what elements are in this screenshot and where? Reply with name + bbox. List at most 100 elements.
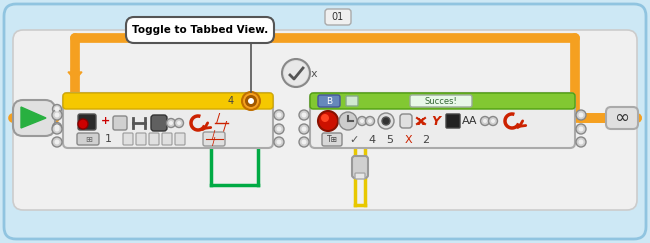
Circle shape xyxy=(52,137,62,147)
Circle shape xyxy=(55,124,60,130)
FancyBboxPatch shape xyxy=(352,156,368,178)
FancyBboxPatch shape xyxy=(175,133,185,145)
Circle shape xyxy=(177,121,181,125)
Text: x: x xyxy=(417,114,425,128)
Polygon shape xyxy=(21,107,46,128)
FancyBboxPatch shape xyxy=(310,93,575,109)
Circle shape xyxy=(321,114,329,122)
Circle shape xyxy=(276,127,281,131)
Text: x: x xyxy=(311,69,317,79)
Circle shape xyxy=(299,137,309,147)
Text: 1: 1 xyxy=(105,134,112,144)
Text: /: / xyxy=(223,120,227,132)
Text: /: / xyxy=(213,137,216,147)
Circle shape xyxy=(78,119,88,129)
Circle shape xyxy=(52,110,62,120)
Circle shape xyxy=(378,113,394,129)
FancyBboxPatch shape xyxy=(410,95,472,107)
Circle shape xyxy=(169,121,173,125)
Text: Y: Y xyxy=(432,114,441,128)
Text: ∞: ∞ xyxy=(614,109,629,127)
Circle shape xyxy=(339,112,357,130)
Circle shape xyxy=(302,127,307,131)
Circle shape xyxy=(299,124,309,134)
FancyBboxPatch shape xyxy=(162,133,172,145)
Circle shape xyxy=(299,110,309,120)
FancyBboxPatch shape xyxy=(606,107,638,129)
FancyBboxPatch shape xyxy=(149,133,159,145)
Text: Succes!: Succes! xyxy=(424,96,458,105)
Circle shape xyxy=(55,106,60,112)
Text: ✓: ✓ xyxy=(349,135,359,145)
FancyBboxPatch shape xyxy=(310,93,575,148)
Circle shape xyxy=(282,59,310,87)
Circle shape xyxy=(368,119,372,123)
Circle shape xyxy=(166,119,176,128)
FancyBboxPatch shape xyxy=(355,173,365,179)
FancyBboxPatch shape xyxy=(4,4,646,239)
Circle shape xyxy=(489,116,497,125)
Circle shape xyxy=(276,139,281,145)
Text: ⊞: ⊞ xyxy=(86,134,92,144)
Text: 4: 4 xyxy=(369,135,376,145)
Text: X: X xyxy=(404,135,412,145)
FancyBboxPatch shape xyxy=(123,133,133,145)
FancyBboxPatch shape xyxy=(325,9,351,25)
FancyBboxPatch shape xyxy=(77,133,99,145)
Circle shape xyxy=(576,110,586,120)
Circle shape xyxy=(578,127,584,131)
FancyBboxPatch shape xyxy=(151,115,167,131)
Circle shape xyxy=(53,104,62,113)
FancyBboxPatch shape xyxy=(63,93,273,148)
Circle shape xyxy=(382,117,390,125)
Circle shape xyxy=(274,137,284,147)
Circle shape xyxy=(358,116,367,125)
FancyArrow shape xyxy=(68,68,82,80)
FancyBboxPatch shape xyxy=(13,30,637,210)
FancyBboxPatch shape xyxy=(78,114,96,130)
Circle shape xyxy=(576,124,586,134)
Text: 2: 2 xyxy=(422,135,430,145)
Circle shape xyxy=(55,113,60,118)
Circle shape xyxy=(365,116,374,125)
FancyBboxPatch shape xyxy=(63,93,273,109)
Text: B: B xyxy=(326,96,332,105)
FancyBboxPatch shape xyxy=(13,100,55,136)
Circle shape xyxy=(55,127,60,131)
Text: Toggle to Tabbed View.: Toggle to Tabbed View. xyxy=(132,25,268,35)
Circle shape xyxy=(248,98,254,104)
Circle shape xyxy=(245,95,257,107)
Circle shape xyxy=(360,119,364,123)
Circle shape xyxy=(578,139,584,145)
FancyBboxPatch shape xyxy=(126,17,274,43)
Circle shape xyxy=(276,113,281,118)
FancyBboxPatch shape xyxy=(346,96,358,106)
FancyBboxPatch shape xyxy=(400,114,412,128)
Circle shape xyxy=(274,110,284,120)
Circle shape xyxy=(53,122,62,131)
Circle shape xyxy=(576,137,586,147)
Text: 01: 01 xyxy=(332,12,344,22)
Circle shape xyxy=(55,139,60,145)
Text: 4: 4 xyxy=(228,96,234,106)
Text: /: / xyxy=(213,130,216,140)
FancyBboxPatch shape xyxy=(322,133,342,146)
Circle shape xyxy=(483,119,487,123)
Circle shape xyxy=(480,116,489,125)
FancyBboxPatch shape xyxy=(203,132,225,146)
Circle shape xyxy=(284,61,308,85)
FancyBboxPatch shape xyxy=(446,114,460,128)
Circle shape xyxy=(318,111,338,131)
Circle shape xyxy=(174,119,183,128)
Circle shape xyxy=(302,139,307,145)
Text: T⊞: T⊞ xyxy=(326,134,337,144)
Circle shape xyxy=(302,113,307,118)
Circle shape xyxy=(578,113,584,118)
Text: AA: AA xyxy=(462,116,478,126)
Text: /: / xyxy=(216,112,220,124)
Circle shape xyxy=(274,124,284,134)
FancyBboxPatch shape xyxy=(318,95,340,107)
Text: +: + xyxy=(100,116,110,126)
Text: 5: 5 xyxy=(387,135,393,145)
Circle shape xyxy=(491,119,495,123)
